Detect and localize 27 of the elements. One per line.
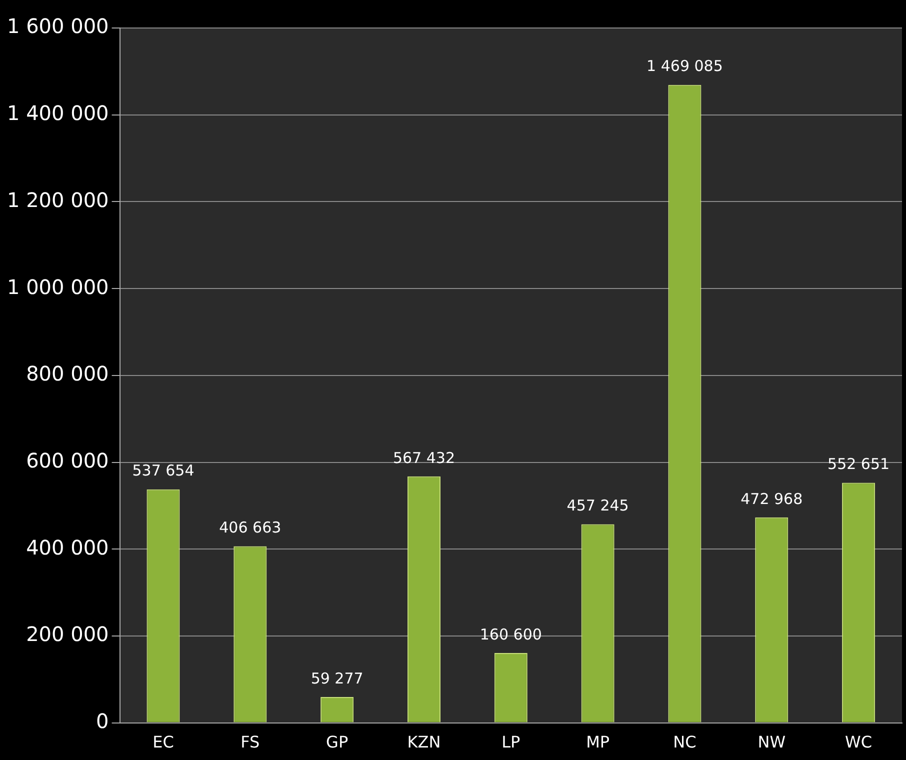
y-tick-label: 1 400 000 [6,101,109,126]
x-tick-label: NW [758,732,786,752]
x-tick-label: KZN [407,732,441,752]
x-tick-label: MP [586,732,610,752]
data-label: 537 654 [132,462,194,480]
data-label: 1 469 085 [646,57,723,76]
y-tick-label: 1 200 000 [6,188,109,212]
data-label: 406 663 [219,518,282,537]
y-tick-label: 1 000 000 [6,274,109,299]
x-tick-label: GP [326,732,348,752]
x-tick-label: WC [845,732,872,752]
x-tick-label: LP [502,732,521,752]
y-tick-label: 600 000 [26,448,109,472]
data-label: 160 600 [480,625,542,644]
x-tick-label: EC [152,732,174,752]
x-tick-label: FS [240,732,260,752]
data-label: 567 432 [392,448,455,467]
y-tick-label: 800 000 [26,362,109,386]
y-tick-label: 200 000 [26,622,109,646]
y-tick-label: 1 600 000 [6,14,109,38]
data-label: 457 245 [566,496,629,515]
y-tick-label: 0 [96,709,109,734]
data-label: 59 277 [310,669,364,688]
y-tick-label: 400 000 [26,535,109,560]
data-label: 552 651 [828,455,890,474]
data-label: 472 968 [740,490,803,508]
x-tick-label: NC [673,732,696,752]
